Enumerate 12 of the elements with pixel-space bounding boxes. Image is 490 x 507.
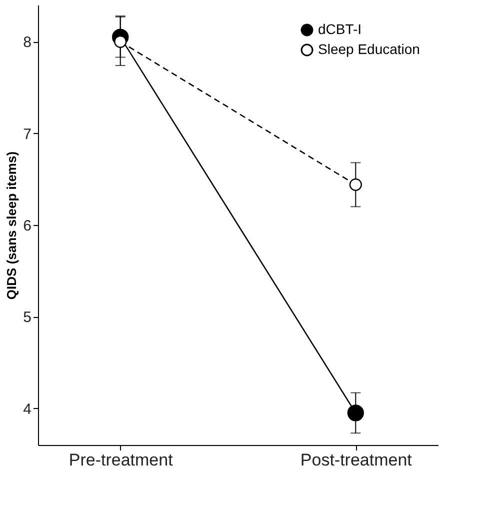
legend-label: Sleep Education [318, 41, 420, 57]
y-axis-title: QIDS (sans sleep items) [4, 151, 20, 300]
y-tick-label: 8 [23, 34, 32, 52]
y-tick-label: 7 [23, 126, 32, 143]
y-tick-label: 5 [23, 309, 32, 326]
y-tick-label: 4 [23, 400, 32, 418]
x-tick-label: Pre-treatment [68, 450, 174, 470]
x-tick-label: Post-treatment [300, 450, 412, 470]
y-tick-label: 6 [23, 218, 32, 234]
point [347, 404, 364, 422]
legend-label: dCBT-I [318, 21, 362, 37]
point [349, 178, 362, 191]
